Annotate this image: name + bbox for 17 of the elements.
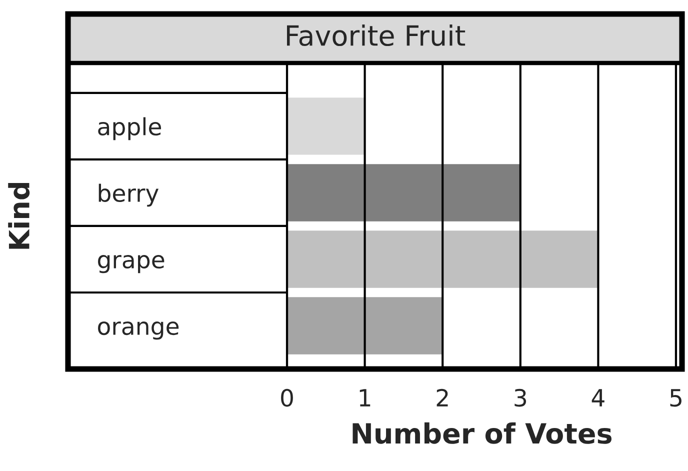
x-tick-label: 5 [670,389,682,407]
x-tick-label: 2 [436,388,448,406]
y-tick-label: apple [98,117,161,140]
x-axis-title: Number of Votes [352,422,612,444]
bar [287,230,598,288]
bar [287,297,443,354]
x-tick-label: 0 [281,388,293,407]
y-tick-label: grape [98,254,164,274]
y-tick-label: orange [98,322,179,340]
y-tick-label: berry [98,184,159,207]
x-tick-label: 1 [360,389,370,406]
x-tick-label: 4 [592,389,604,406]
x-tick-label: 3 [514,388,526,407]
chart-title: Favorite Fruit [287,24,466,46]
y-axis-title: Kind [8,182,30,249]
bar [287,164,520,222]
bar [287,98,365,155]
